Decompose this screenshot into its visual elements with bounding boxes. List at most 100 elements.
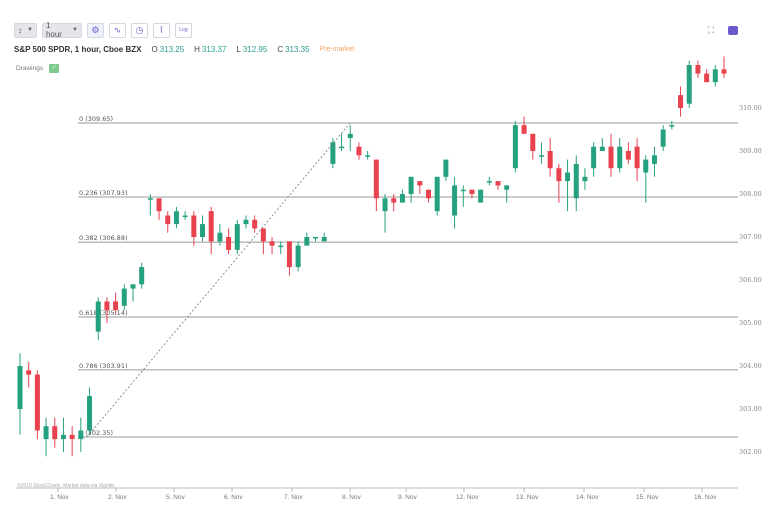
fib-trendline[interactable] (86, 122, 351, 438)
candle-body (669, 125, 675, 127)
candle-body (538, 155, 544, 157)
candle-body (495, 181, 501, 186)
candle-body (678, 95, 684, 108)
indicators-button[interactable]: ∿ (108, 22, 126, 38)
interval-label: 1 hour (45, 21, 62, 39)
candle-body (217, 232, 223, 242)
fib-level-label: 0.618 (305.14) (79, 309, 128, 317)
chart-actions: ⛶ (708, 25, 738, 36)
y-tick-label: 308.00 (739, 190, 762, 198)
chart-header: S&P 500 SPDR, 1 hour, Cboe BZX O 313.25 H… (14, 45, 354, 54)
x-tick-label: 2. Nov (108, 494, 128, 501)
fib-level-label: 0.236 (307.93) (79, 189, 128, 197)
candle-body (208, 211, 214, 242)
log-scale-button[interactable]: Log (174, 22, 192, 38)
chart-type-button[interactable]: ↕ ▼ (14, 22, 37, 38)
clock-button[interactable]: ◷ (130, 22, 148, 38)
candle-body (260, 228, 266, 242)
session-label: Pre-market (319, 46, 355, 53)
candle-body (573, 163, 579, 199)
candle-body (582, 176, 588, 182)
candle-body (712, 69, 718, 83)
fib-level-label: 0.382 (306.88) (79, 234, 128, 242)
candle-body (434, 176, 440, 212)
fib-level-label: 0.786 (303.91) (79, 362, 128, 370)
candle-body (104, 301, 110, 311)
y-tick-label: 306.00 (739, 276, 762, 284)
log-label: Log (179, 27, 188, 33)
x-tick-label: 15. Nov (636, 494, 659, 501)
chevron-down-icon: ▼ (27, 27, 33, 33)
candle-body (721, 69, 727, 74)
compare-button[interactable]: ⌇ (152, 22, 170, 38)
fib-level-label: 1 (302.35) (79, 429, 113, 437)
close-value: C 313.35 (277, 45, 310, 54)
candle-body (173, 211, 179, 225)
candle-body (139, 267, 145, 285)
candle-body (95, 301, 101, 332)
chart-title: S&P 500 SPDR, 1 hour, Cboe BZX (14, 45, 142, 54)
y-tick-label: 307.00 (739, 233, 762, 241)
candle-body (460, 189, 466, 192)
candle-body (313, 237, 319, 239)
candle-body (17, 366, 23, 409)
interval-select[interactable]: 1 hour ▼ (41, 21, 82, 39)
candle-body (625, 151, 631, 160)
candle-body (695, 65, 701, 74)
y-tick-label: 310.00 (739, 104, 762, 112)
candle-body (547, 151, 553, 169)
candle-body (87, 396, 93, 431)
candle-body (591, 146, 597, 169)
candle-body (269, 241, 275, 246)
candle-body (191, 215, 197, 237)
candle-body (643, 159, 649, 173)
candle-body (617, 146, 623, 169)
candle-body (608, 146, 614, 169)
candle-body (356, 146, 362, 156)
candle-body (330, 142, 336, 164)
candle-body (565, 172, 571, 182)
candle-body (486, 181, 492, 183)
candle-body (286, 241, 292, 268)
y-tick-label: 309.00 (739, 147, 762, 155)
x-tick-label: 16. Nov (694, 494, 717, 501)
indicator-icon: ∿ (113, 24, 122, 35)
candle-body (408, 176, 414, 194)
chart-toolbar: ↕ ▼ 1 hour ▼ ⚙ ∿ ◷ ⌇ Log (14, 21, 192, 39)
open-value: O 313.25 (151, 45, 185, 54)
candle-body (512, 125, 518, 169)
x-tick-label: 13. Nov (516, 494, 539, 501)
candle-body (391, 198, 397, 203)
candle-body (130, 284, 136, 289)
candle-body (60, 434, 66, 440)
candle-body (452, 185, 458, 216)
drawings-toggle[interactable]: ✓ (49, 64, 60, 73)
candle-body (295, 245, 301, 268)
candle-body (200, 224, 206, 237)
fib-level-label: 0 (309.65) (79, 115, 113, 123)
compare-icon: ⌇ (159, 24, 164, 35)
y-tick-label: 304.00 (739, 362, 762, 370)
x-tick-label: 14. Nov (576, 494, 599, 501)
fullscreen-icon[interactable]: ⛶ (707, 25, 714, 35)
candle-body (382, 198, 388, 212)
settings-icon: ⚙ (91, 24, 100, 35)
candle-body (521, 125, 527, 134)
chevron-down-icon: ▼ (72, 27, 78, 33)
camera-icon[interactable] (728, 26, 738, 35)
candle-body (52, 426, 58, 440)
chart-credit[interactable]: ©2019 StockCharts. Market data via Xigni… (17, 482, 115, 489)
candle-body (651, 155, 657, 164)
candle-body (469, 189, 475, 194)
x-tick-label: 5. Nov (166, 494, 186, 501)
candle-body (78, 430, 84, 440)
settings-button[interactable]: ⚙ (86, 22, 104, 38)
drawings-panel: Drawings ✓ (16, 64, 60, 73)
candle-body (417, 181, 423, 186)
candle-body (556, 168, 562, 182)
y-tick-label: 305.00 (739, 319, 762, 327)
x-tick-label: 8. Nov (342, 494, 362, 501)
candle-body (113, 301, 119, 311)
candle-body (69, 434, 75, 440)
